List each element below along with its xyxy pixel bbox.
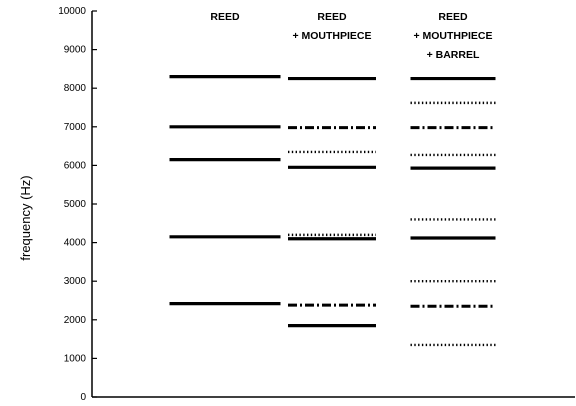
y-axis-tick-label: 5000 [64, 199, 87, 210]
column-label-line: REED [438, 11, 468, 23]
y-axis-group: 0 1000 2000 3000 4000 5000 6000 7000 8000 9000 100… [18, 6, 575, 403]
column-label-line: + BARREL [427, 49, 480, 61]
y-axis-tick-label: 9000 [64, 45, 87, 56]
column-label-reed-mouthpiece: REED + MOUTHPIECE [292, 11, 371, 42]
column-label-line: + MOUTHPIECE [413, 30, 492, 42]
y-axis-tick-label: 6000 [64, 160, 87, 171]
frequency-marks [169, 75, 496, 347]
column-label-reed-mouthpiece-barrel: REED + MOUTHPIECE + BARREL [413, 11, 492, 61]
y-axis-ticks: 0 1000 2000 3000 4000 5000 6000 7000 8000 9000 100… [58, 6, 97, 403]
column-labels: REED REED + MOUTHPIECE REED + MOUTHPIECE + BA… [210, 11, 492, 61]
column-label-reed: REED [210, 11, 240, 23]
y-axis-tick-label: 4000 [64, 238, 87, 249]
y-axis-tick-label: 2000 [64, 315, 87, 326]
column-label-line: REED [317, 11, 347, 23]
column-label-line: REED [210, 11, 240, 23]
y-axis-tick-label: 3000 [64, 276, 87, 287]
y-axis-tick-label: 1000 [64, 353, 87, 364]
y-axis-tick-label: 8000 [64, 83, 87, 94]
column-label-line: + MOUTHPIECE [292, 30, 371, 42]
y-axis-tick-label: 10000 [58, 6, 86, 17]
y-axis-tick-label: 0 [80, 392, 86, 403]
y-axis-tick-label: 7000 [64, 122, 87, 133]
y-axis-title: frequency (Hz) [18, 175, 33, 260]
